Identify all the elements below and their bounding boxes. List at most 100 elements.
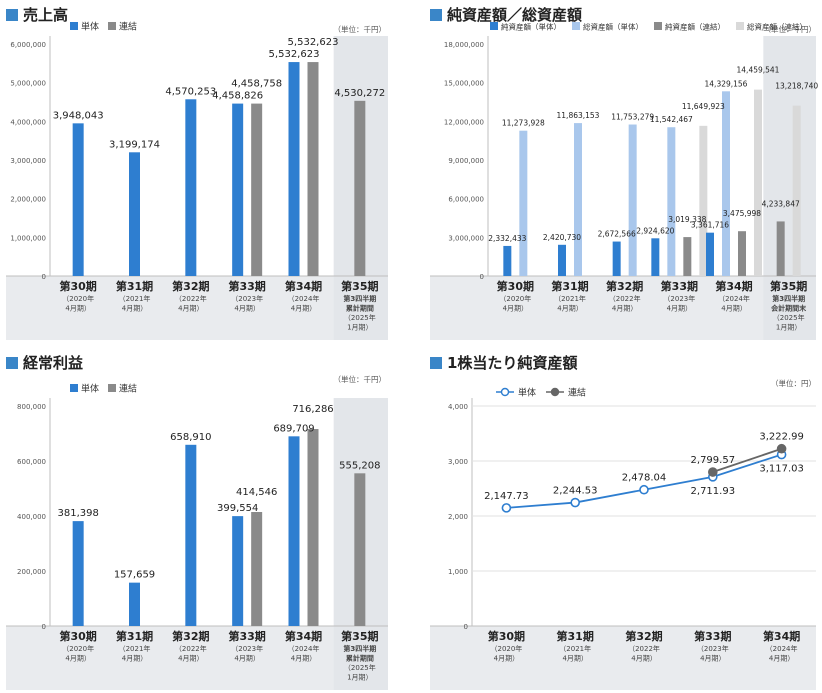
x-category-sublabel: （2021年: [554, 294, 586, 303]
x-axis-band: [6, 626, 388, 690]
x-category-sublabel: （2022年: [609, 294, 641, 303]
y-tick-label: 2,000: [448, 513, 468, 521]
data-label: 2,672,566: [598, 230, 636, 239]
legend-swatch: [108, 22, 116, 30]
data-label: 3,361,716: [691, 221, 729, 230]
x-category-label: 第34期: [285, 279, 322, 293]
bar: [232, 516, 244, 626]
x-category-sublabel: （2025年: [773, 313, 805, 322]
data-label: 3,117.03: [759, 464, 804, 475]
y-tick-label: 0: [42, 623, 46, 631]
x-axis-band: [430, 276, 816, 340]
y-tick-label: 400,000: [17, 513, 46, 521]
bar: [288, 62, 300, 276]
bar: [129, 152, 140, 276]
legend-swatch: [70, 22, 78, 30]
bar: [129, 582, 140, 626]
data-label: 414,546: [236, 487, 277, 498]
data-label: 399,554: [217, 503, 258, 514]
x-category-label: 第33期: [229, 279, 266, 293]
x-category-sublabel: 4月期）: [631, 655, 656, 663]
x-category-sublabel: （2024年: [288, 644, 320, 653]
sales-panel: 売上高 （単位：千円） 6,000,000 5,000,000 4,000,000 3,…: [6, 4, 390, 344]
bps-title-text: 1株当たり純資産額: [447, 354, 578, 372]
legend-label: 総資産額（連結）: [747, 22, 807, 32]
legend-label: 連結: [568, 387, 586, 399]
x-category-sublabel: 4月期）: [178, 655, 203, 663]
y-tick-label: 3,000: [448, 458, 468, 466]
x-category-label: 第32期: [625, 629, 662, 643]
assets-chart: （単位：千円） 18,000,000 15,000,000 12,000,000 9,0…: [430, 22, 818, 340]
x-category-sublabel: 4月期）: [178, 305, 203, 313]
bar: [667, 127, 676, 276]
y-tick-label: 0: [42, 273, 46, 281]
data-label: 2,478.04: [622, 473, 667, 484]
x-category-label: 第31期: [116, 629, 153, 643]
data-label: 381,398: [57, 508, 98, 519]
legend-label: 純資産額（連結）: [665, 22, 725, 32]
x-category-label: 第31期: [557, 629, 594, 643]
x-category-sublabel: （2021年: [559, 644, 591, 653]
data-point: [570, 497, 580, 508]
unit-label: （単位：千円）: [334, 374, 387, 384]
unit-label: （単位：円）: [771, 378, 816, 388]
data-label: 2,711.93: [691, 486, 736, 497]
x-category-sublabel: 4月期）: [769, 655, 794, 663]
data-label: 11,863,153: [557, 111, 600, 120]
bar: [722, 91, 730, 276]
bar: [574, 123, 582, 276]
x-category-sublabel: （2020年: [499, 294, 531, 303]
data-point: [639, 484, 649, 495]
x-category-sublabel: 1月期）: [347, 324, 372, 332]
x-category-sublabel: 4月期）: [234, 305, 259, 313]
data-point: [501, 503, 512, 513]
x-category-sublabel: （2025年: [344, 313, 376, 322]
bar: [738, 231, 746, 276]
x-category-sublabel: （2022年: [175, 644, 207, 653]
y-tick-label: 18,000,000: [444, 41, 484, 49]
legend-swatch: [70, 384, 78, 392]
bar: [699, 125, 708, 277]
x-axis-band: [430, 626, 816, 690]
data-label: 3,019,338: [668, 215, 706, 224]
x-axis-band: [6, 276, 388, 340]
bar: [519, 130, 528, 276]
y-tick-label: 5,000,000: [10, 80, 46, 88]
data-label: 3,222.99: [759, 432, 804, 443]
sales-chart: （単位：千円） 6,000,000 5,000,000 4,000,000 3,000,…: [6, 21, 388, 340]
data-label: 13,218,740: [775, 82, 818, 91]
x-category-label: 第30期: [488, 629, 525, 643]
data-label: 11,753,279: [611, 113, 654, 122]
sales-title-text: 売上高: [23, 6, 69, 24]
x-category-sublabel: （2022年: [628, 644, 660, 653]
data-label: 4,233,847: [762, 199, 800, 208]
bps-panel: 1株当たり純資産額 （単位：円） 4,000 3,000 2,000 1,000 0 単体 連…: [430, 352, 818, 692]
data-label: 658,910: [170, 432, 211, 443]
y-tick-label: 6,000,000: [10, 41, 46, 49]
assets-title-text: 純資産額／総資産額: [447, 6, 583, 24]
data-label: 3,199,174: [109, 139, 160, 150]
x-category-label: 第35期: [341, 279, 378, 293]
data-label: 2,799.57: [691, 455, 736, 466]
unit-label: （単位：千円）: [764, 24, 817, 34]
x-category-label: 第31期: [551, 279, 588, 293]
y-tick-label: 4,000: [448, 403, 468, 411]
x-category-sublabel: （2025年: [344, 663, 376, 672]
bar: [612, 241, 621, 276]
x-category-sublabel: 第3四半期: [772, 294, 805, 303]
x-category-label: 第32期: [172, 279, 209, 293]
x-category-sublabel: 4月期）: [721, 305, 746, 313]
x-category-sublabel: 1月期）: [776, 324, 801, 332]
x-category-label: 第31期: [116, 279, 153, 293]
x-category-sublabel: 第3四半期: [343, 294, 376, 303]
bps-title: 1株当たり純資産額: [430, 352, 577, 373]
bps-chart: （単位：円） 4,000 3,000 2,000 1,000 0 単体 連結第30期（2020…: [430, 378, 816, 690]
legend-marker: [500, 387, 510, 397]
legend-swatch: [490, 22, 498, 30]
y-tick-label: 200,000: [17, 568, 46, 576]
x-category-sublabel: 4月期）: [612, 305, 637, 313]
data-label: 5,532,623: [269, 49, 320, 60]
x-category-label: 第30期: [60, 629, 97, 643]
data-point: [707, 467, 718, 477]
x-category-sublabel: 4月期）: [562, 655, 587, 663]
